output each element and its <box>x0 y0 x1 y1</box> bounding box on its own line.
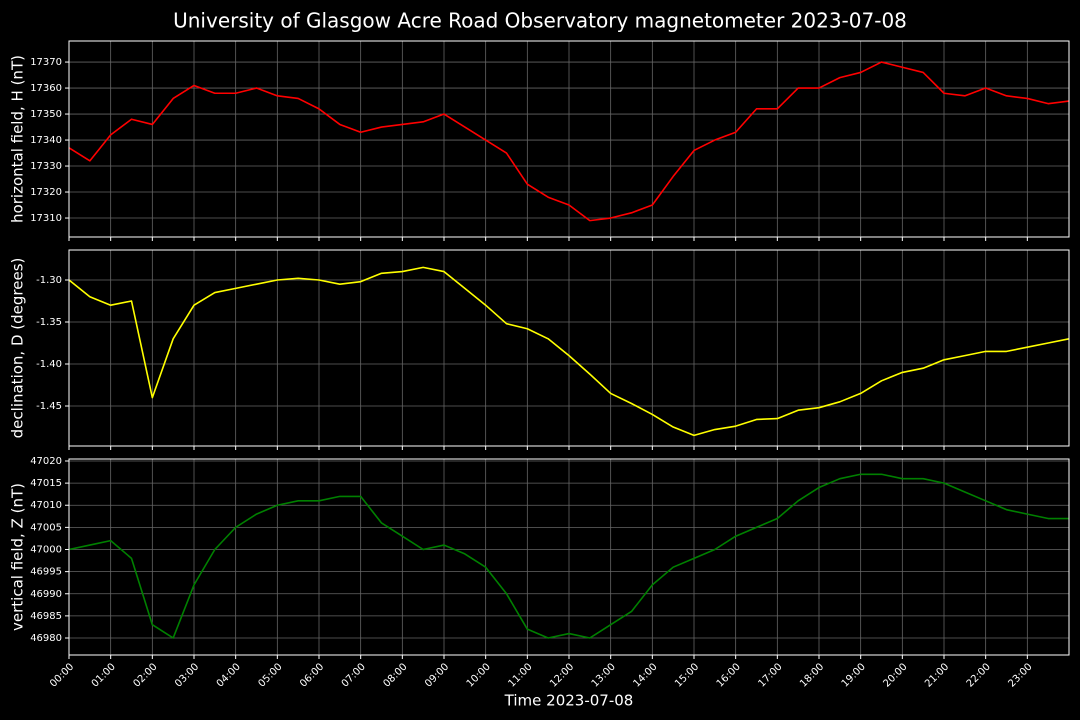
x-tick-label: 03:00 <box>173 661 201 689</box>
y-tick-label: 17320 <box>30 187 62 198</box>
x-tick-label: 21:00 <box>923 661 951 689</box>
axes-frame <box>68 249 1070 447</box>
y-tick-label: 46985 <box>30 611 62 622</box>
y-tick-label: 17370 <box>30 57 62 68</box>
x-tick-label: 13:00 <box>590 661 618 689</box>
y-tick-label: -1.45 <box>36 401 62 412</box>
x-tick-label: 23:00 <box>1006 661 1034 689</box>
y-tick-label: -1.35 <box>36 317 62 328</box>
x-tick-label: 04:00 <box>215 661 243 689</box>
x-tick-label: 09:00 <box>423 661 451 689</box>
x-tick-label: 19:00 <box>840 661 868 689</box>
y-tick-label: 17330 <box>30 161 62 172</box>
x-tick-label: 11:00 <box>506 661 534 689</box>
y-tick-label: 17360 <box>30 83 62 94</box>
x-tick-label: 02:00 <box>131 661 159 689</box>
x-tick-label: 20:00 <box>881 661 909 689</box>
data-line <box>68 473 1069 639</box>
y-tick-label: 47020 <box>30 456 62 467</box>
y-tick-label: 17350 <box>30 109 62 120</box>
x-tick-label: 22:00 <box>965 661 993 689</box>
axes-frame <box>68 40 1070 238</box>
x-tick-label: 00:00 <box>48 661 76 689</box>
x-tick-label: 15:00 <box>673 661 701 689</box>
x-tick-label: 12:00 <box>548 661 576 689</box>
x-tick-label: 14:00 <box>631 661 659 689</box>
x-tick-label: 16:00 <box>715 661 743 689</box>
x-tick-label: 17:00 <box>756 661 784 689</box>
x-tick-label: 18:00 <box>798 661 826 689</box>
y-tick-label: -1.30 <box>36 275 62 286</box>
y-axis-label: horizontal field, H (nT) <box>9 55 27 223</box>
y-axis-label: declination, D (degrees) <box>9 258 27 439</box>
axes-frame <box>68 458 1070 656</box>
y-tick-label: 46995 <box>30 567 62 578</box>
x-tick-label: 08:00 <box>381 661 409 689</box>
data-line <box>68 266 1070 437</box>
y-tick-label: 17310 <box>30 213 62 224</box>
data-line <box>68 61 1070 222</box>
x-tick-label: 06:00 <box>298 661 326 689</box>
x-tick-label: 10:00 <box>465 661 493 689</box>
y-tick-label: 17340 <box>30 135 62 146</box>
y-tick-label: -1.40 <box>36 359 62 370</box>
y-tick-label: 47010 <box>30 500 62 511</box>
chart-title: University of Glasgow Acre Road Observat… <box>173 9 907 33</box>
y-tick-label: 47000 <box>30 544 62 555</box>
x-tick-label: 07:00 <box>340 661 368 689</box>
x-axis-label: Time 2023-07-08 <box>504 692 634 710</box>
y-tick-label: 47005 <box>30 522 62 533</box>
y-axis-label: vertical field, Z (nT) <box>9 483 27 631</box>
y-tick-label: 46990 <box>30 589 62 600</box>
x-tick-label: 01:00 <box>90 661 118 689</box>
y-tick-label: 47015 <box>30 478 62 489</box>
y-tick-label: 46980 <box>30 633 62 644</box>
x-tick-label: 05:00 <box>256 661 284 689</box>
